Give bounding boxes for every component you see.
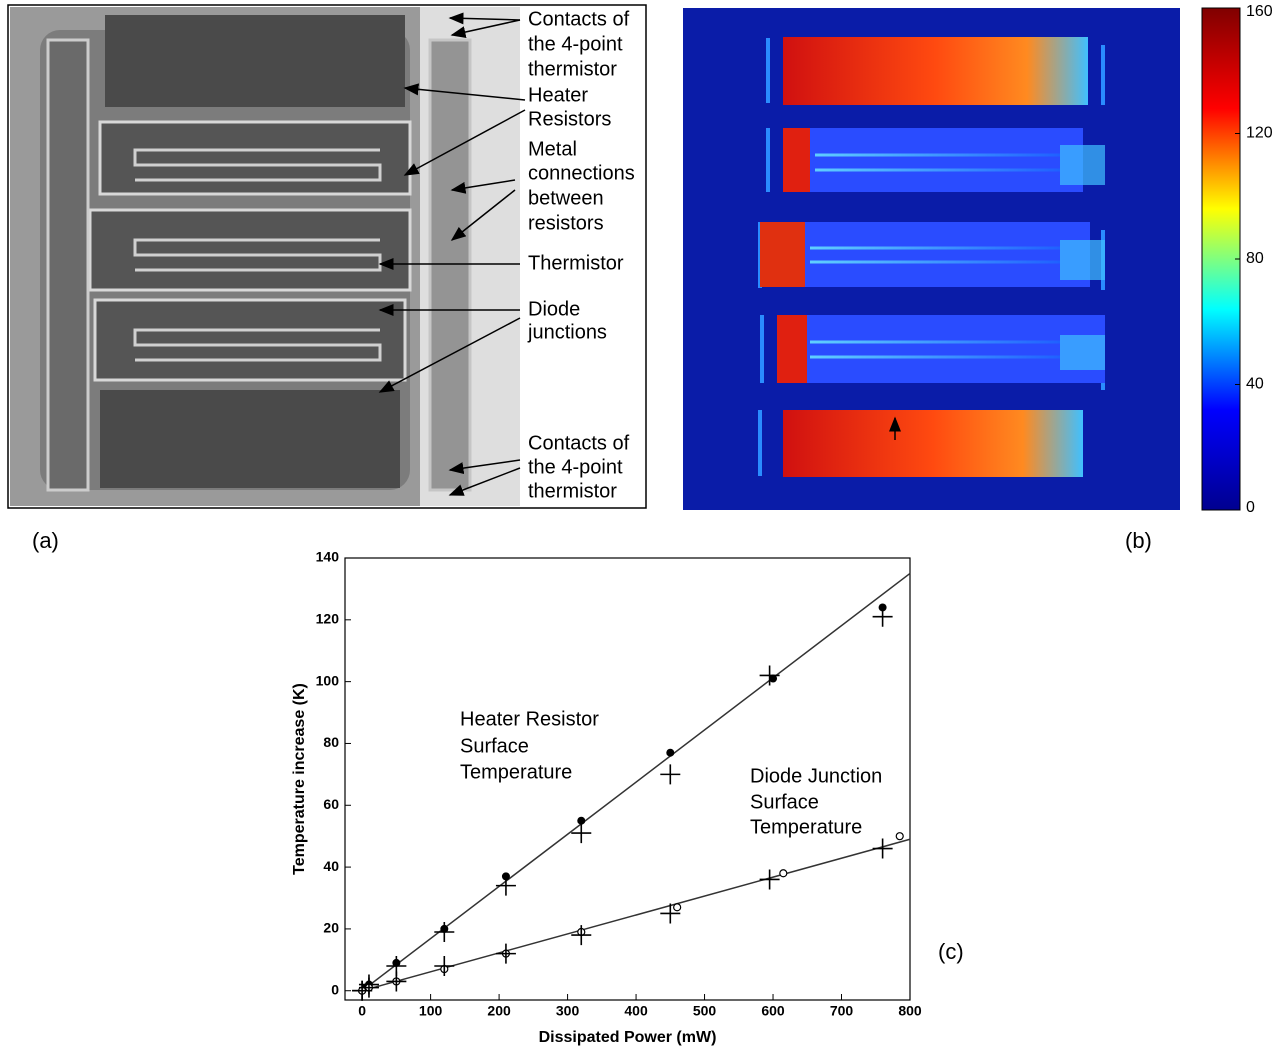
colorbar-tick-label: 160 — [1246, 3, 1273, 20]
point — [660, 764, 681, 785]
annotation: Surface — [750, 791, 819, 813]
y-tick-label: 20 — [323, 920, 339, 936]
point — [434, 922, 455, 942]
annotation: Temperature — [750, 816, 862, 838]
x-tick-label: 800 — [898, 1003, 922, 1019]
y-tick-label: 100 — [316, 672, 340, 688]
point — [872, 606, 893, 627]
annotation-line: thermistor — [528, 58, 617, 80]
plot-area — [344, 557, 911, 1001]
annotation-line: Contacts of — [528, 432, 630, 454]
annotation-line: connections — [528, 162, 635, 184]
x-tick-label: 700 — [830, 1003, 854, 1019]
point — [577, 816, 586, 825]
point — [673, 903, 682, 912]
point — [434, 956, 455, 976]
point — [495, 875, 516, 896]
point — [660, 903, 681, 924]
colorbar-tick-label: 120 — [1246, 125, 1273, 142]
point — [571, 823, 592, 844]
point — [872, 838, 893, 859]
x-axis-label: Dissipated Power (mW) — [539, 1029, 717, 1046]
point — [769, 674, 778, 683]
point — [759, 869, 780, 890]
x-tick-label: 200 — [487, 1003, 511, 1019]
point — [779, 869, 788, 878]
panel-label: (a) — [32, 528, 59, 553]
annotation-line: thermistor — [528, 480, 617, 502]
colorbar-scale — [1201, 7, 1241, 511]
point — [386, 971, 407, 992]
panel-label: (b) — [1125, 528, 1152, 553]
point — [666, 748, 675, 757]
annotation-line: Heater — [528, 84, 588, 106]
y-tick-label: 40 — [323, 858, 339, 874]
y-tick-label: 80 — [323, 734, 339, 750]
x-tick-label: 400 — [624, 1003, 648, 1019]
point — [495, 943, 516, 964]
point — [571, 925, 592, 946]
annotation: Surface — [460, 735, 529, 757]
thermal-map — [683, 8, 1180, 510]
point — [358, 977, 379, 998]
y-tick-label: 120 — [316, 611, 340, 627]
y-tick-label: 60 — [323, 796, 339, 812]
colorbar-tick-label: 80 — [1246, 250, 1264, 267]
chart: 0 100 200 300 400 500 600 700 800 0 20 40 60 80 100 120… — [291, 549, 922, 1047]
panel-label: (c) — [938, 939, 964, 964]
annotation-line: Diode — [528, 298, 580, 320]
y-axis-label: Temperature increase (K) — [291, 683, 308, 875]
y-tick-label: 140 — [316, 549, 340, 565]
annotation-line: junctions — [527, 321, 607, 343]
annotation-line: Thermistor — [528, 252, 624, 274]
x-tick-label: 100 — [419, 1003, 443, 1019]
annotation-line: the 4-point — [528, 456, 623, 478]
annotation-line: between — [528, 187, 604, 209]
x-tick-label: 500 — [693, 1003, 717, 1019]
annotation: Temperature — [460, 761, 572, 783]
x-tick-label: 0 — [358, 1003, 366, 1019]
fit-line — [361, 572, 911, 992]
x-tick-label: 600 — [761, 1003, 785, 1019]
point — [895, 832, 904, 841]
y-tick-label: 0 — [331, 981, 339, 997]
annotation-line: Metal — [528, 138, 577, 160]
annotation-line: resistors — [528, 212, 604, 234]
annotation: Diode Junction — [750, 765, 882, 787]
annotation-line: Contacts of — [528, 8, 630, 30]
colorbar: 0 40 80 120 160 — [1201, 3, 1273, 516]
point — [759, 665, 780, 686]
annotation-line: Resistors — [528, 108, 611, 130]
colorbar-tick-label: 40 — [1246, 376, 1264, 393]
annotation-line: the 4-point — [528, 33, 623, 55]
x-tick-label: 300 — [556, 1003, 580, 1019]
annotation: Heater Resistor — [460, 708, 599, 730]
colorbar-tick-label: 0 — [1246, 499, 1255, 516]
